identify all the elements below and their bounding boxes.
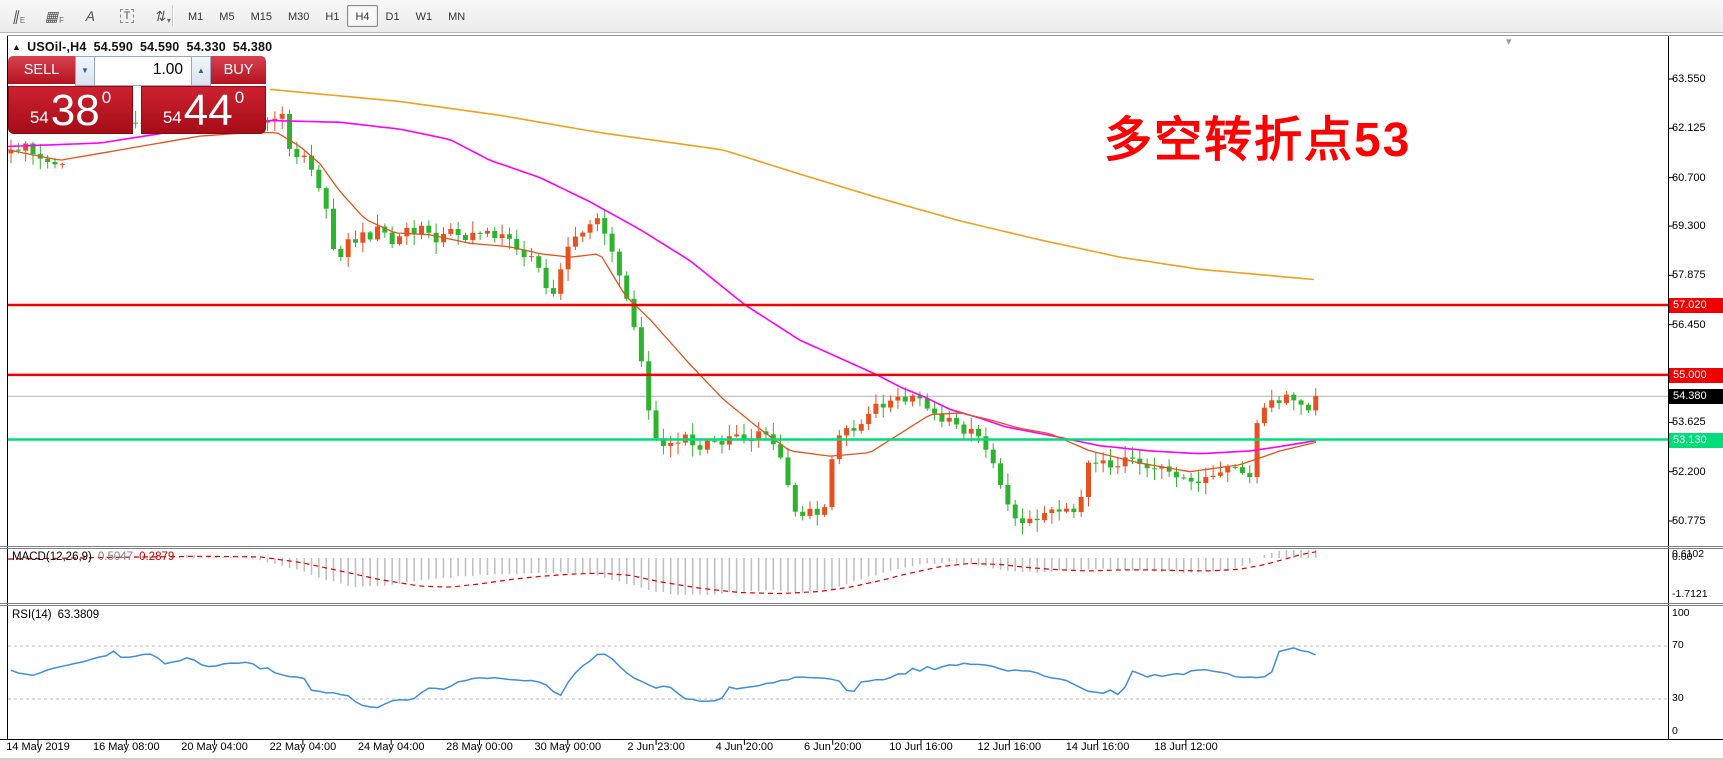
axis-tick-label: 62.125: [1672, 122, 1706, 135]
rsi-axis-label: 70: [1672, 639, 1684, 651]
rsi-name: RSI(14): [12, 609, 52, 621]
axis-tick-label: 57.875: [1672, 269, 1706, 282]
buy-button[interactable]: BUY: [211, 56, 266, 86]
axis-tick-label: 56.450: [1672, 318, 1706, 331]
trade-panel-row: SELL ▼ 1.00 ▲ BUY: [8, 56, 266, 86]
sell-price-prefix: 54: [29, 108, 49, 127]
toolbar-icons: ∥ E ▦ F A T ⇅ ▾: [6, 4, 176, 28]
price-open: 54.590: [93, 40, 133, 54]
macd-label: MACD(12,26,9) 0.5047 0.2879: [12, 551, 174, 563]
price-high: 54.590: [140, 40, 180, 54]
time-axis-label: 16 May 08:00: [92, 741, 160, 753]
window-bottom-edge: [0, 758, 1723, 760]
time-axis-label: 14 May 2019: [6, 741, 70, 753]
sell-price-box[interactable]: 54 38 0: [8, 86, 133, 134]
timeframe-h4[interactable]: H4: [347, 5, 378, 27]
axis-tick-label: 60.700: [1672, 171, 1706, 184]
grid-f-icon[interactable]: ▦ F: [44, 7, 65, 25]
time-axis-label: 24 May 04:00: [357, 741, 425, 753]
volume-input[interactable]: 1.00: [95, 56, 191, 86]
time-axis-label: 14 Jun 16:00: [1065, 741, 1130, 753]
axis-tick-label: 53.625: [1672, 416, 1706, 429]
macd-signal-value: 0.2879: [139, 551, 175, 563]
chart-window: ▲ USOil-,H4 54.590 54.590 54.330 54.380 SELL …: [0, 34, 1723, 760]
axis-tick-label: 50.775: [1672, 515, 1706, 527]
textbox-t-icon[interactable]: T: [114, 4, 140, 28]
axis-tick-label: 63.550: [1672, 73, 1706, 85]
sort-arrows-icon[interactable]: ⇅ ▾: [153, 7, 171, 25]
volume-decrease-button[interactable]: ▼: [75, 56, 95, 86]
macd-axis-label: 0.00: [1672, 551, 1693, 563]
collapse-triangle-icon[interactable]: ▲: [12, 42, 22, 52]
toolbar-separator: [172, 5, 174, 27]
rsi-axis-label: 0: [1672, 725, 1678, 737]
sell-price-sup: 0: [101, 88, 112, 107]
timeframe-w1[interactable]: W1: [415, 11, 433, 23]
time-axis-label: 4 Jun 20:00: [715, 741, 774, 753]
timeframe-m15[interactable]: M15: [250, 11, 272, 23]
axis-tick-label: 52.200: [1672, 465, 1706, 478]
chart-title: ▲ USOil-,H4 54.590 54.590 54.330 54.380: [12, 40, 272, 54]
timeframe-m1[interactable]: M1: [188, 11, 204, 23]
timeframe-d1[interactable]: D1: [385, 11, 400, 23]
hatch-e-icon[interactable]: ∥ E: [11, 7, 26, 25]
level-price-badge: 53.130: [1669, 432, 1723, 448]
time-axis-label: 6 Jun 20:00: [803, 741, 862, 753]
time-axis-label: 30 May 00:00: [534, 741, 602, 753]
rsi-axis-label: 100: [1672, 607, 1690, 619]
timeframe-m30[interactable]: M30: [287, 11, 310, 23]
time-axis-label: 2 Jun 23:00: [627, 741, 685, 753]
timeframe-h1[interactable]: H1: [325, 11, 340, 23]
buy-price-sup: 0: [234, 88, 245, 107]
price-close: 54.380: [232, 40, 273, 54]
buy-price-box[interactable]: 54 44 0: [141, 86, 266, 134]
macd-axis-label: -1.7121: [1672, 587, 1708, 600]
symbol-label: USOil-,H4: [27, 40, 87, 54]
buy-price-prefix: 54: [162, 108, 182, 127]
sell-button[interactable]: SELL: [8, 56, 75, 86]
time-axis-label: 10 Jun 16:00: [889, 741, 953, 753]
volume-increase-button[interactable]: ▲: [191, 56, 211, 86]
price-low: 54.330: [186, 40, 226, 54]
toolbar: ∥ E ▦ F A T ⇅ ▾ M1 M5 M15 M30 H1 H4 D1 W1 MN: [0, 0, 1723, 33]
macd-name: MACD(12,26,9): [12, 551, 92, 563]
buy-price-big: 44: [183, 85, 233, 135]
macd-main-value: 0.5047: [97, 551, 134, 563]
axis-tick-label: 59.300: [1672, 220, 1706, 233]
timeframe-mn[interactable]: MN: [448, 11, 466, 23]
time-axis-label: 20 May 04:00: [181, 741, 248, 753]
timeframe-m5[interactable]: M5: [219, 11, 235, 23]
time-axis-label: 28 May 00:00: [446, 741, 513, 753]
time-axis-label: 12 Jun 16:00: [977, 741, 1042, 753]
trade-panel: SELL ▼ 1.00 ▲ BUY 54 38 0 54 44 0: [8, 56, 266, 134]
rsi-label: RSI(14) 63.3809: [12, 609, 99, 621]
level-price-badge: 57.020: [1669, 297, 1723, 313]
rsi-axis-label: 30: [1672, 692, 1684, 704]
chart-annotation-text: 多空转折点53: [1104, 114, 1412, 167]
current-price-badge: 54.380: [1669, 389, 1723, 405]
macd-axis-label: 0.6102: [1672, 548, 1705, 560]
level-price-badge: 55.000: [1669, 367, 1723, 383]
time-axis-label: 18 Jun 12:00: [1154, 741, 1218, 753]
chart-shift-marker-icon[interactable]: ▾: [1506, 36, 1512, 48]
timeframe-buttons: M1 M5 M15 M30 H1 H4 D1 W1 MN: [180, 5, 473, 27]
time-axis-label: 22 May 04:00: [269, 741, 337, 753]
sell-price-big: 38: [50, 85, 100, 135]
rsi-value: 63.3809: [57, 609, 100, 621]
